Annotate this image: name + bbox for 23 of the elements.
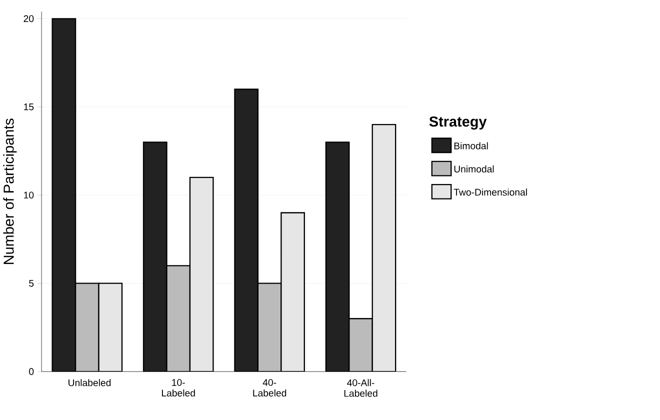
x-tick-label: Unlabeled: [68, 379, 111, 386]
bar: [348, 318, 373, 372]
bar: [325, 142, 350, 372]
x-tick-label: 40-Labeled: [253, 379, 286, 397]
bar: [234, 88, 259, 372]
bar: [74, 282, 100, 372]
y-tick-label: 0: [29, 368, 34, 375]
bar: [98, 282, 123, 372]
bar: [257, 282, 282, 372]
legend-title: Strategy: [429, 116, 487, 130]
y-tick-label: 20: [24, 15, 34, 22]
x-tick-label: 40-All-Labeled: [344, 379, 378, 397]
x-tick-label: 10-Labeled: [162, 379, 195, 397]
legend-label: Two-Dimensional: [454, 188, 527, 196]
y-axis-title: Number of Participants: [3, 118, 17, 264]
legend-label: Unimodal: [454, 165, 494, 172]
bar: [52, 18, 76, 372]
bar: [142, 142, 168, 372]
y-tick-label: 5: [29, 280, 34, 287]
y-tick-label: 10: [24, 192, 34, 199]
y-tick-label: 15: [24, 104, 34, 110]
legend-label: Bimodal: [454, 142, 488, 150]
bar: [166, 265, 191, 372]
